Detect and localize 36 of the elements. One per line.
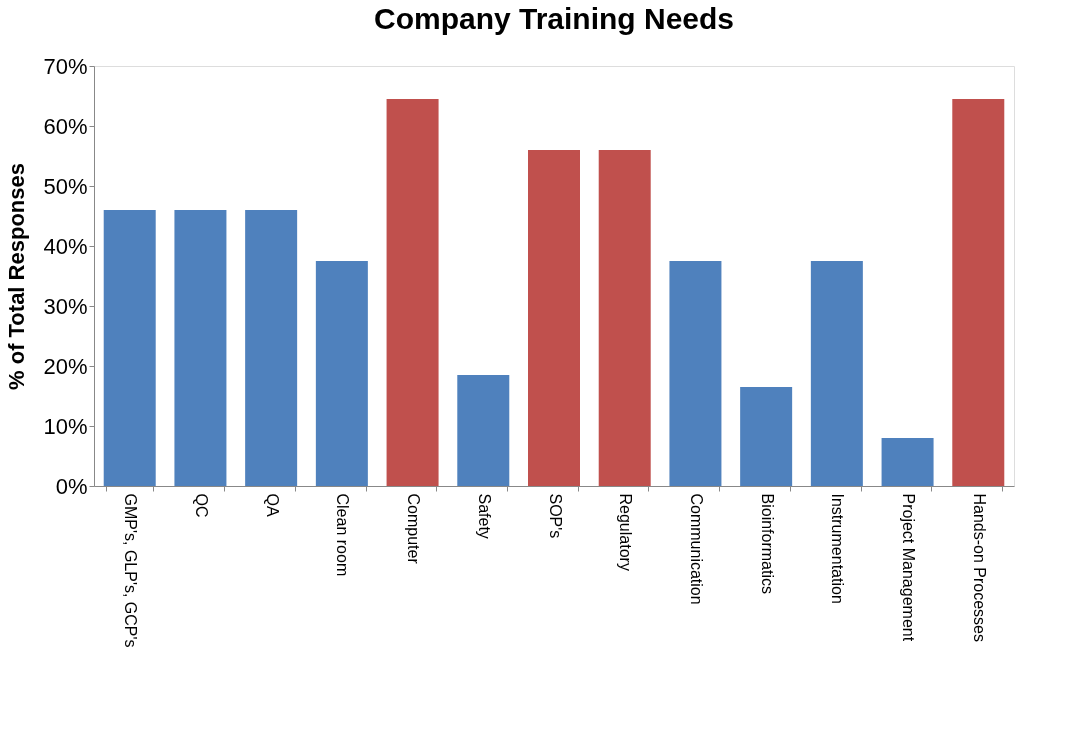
x-tick-label: GMP's, GLP's, GCP's <box>122 493 140 648</box>
chart-title: Company Training Needs <box>373 2 735 35</box>
x-tick-label: Communication <box>687 493 705 605</box>
y-tick-label: 50% <box>43 173 88 199</box>
bar <box>598 150 651 486</box>
y-tick-label: 60% <box>43 113 88 139</box>
bar <box>103 210 156 486</box>
bar <box>881 438 934 486</box>
bar <box>740 387 793 486</box>
x-tick-label: QA <box>263 493 281 517</box>
x-tick-label: Regulatory <box>617 493 635 571</box>
x-tick-label: SOP's <box>546 493 564 539</box>
bar <box>315 261 368 486</box>
bar <box>386 99 439 486</box>
x-tick-label: Safety <box>475 493 493 539</box>
x-tick-label: Bioinformatics <box>758 493 776 594</box>
y-tick-label: 30% <box>43 293 88 319</box>
x-tick-label: Clean room <box>334 493 352 577</box>
x-tick-label: Hands-on Processes <box>970 493 988 643</box>
y-tick-label: 10% <box>43 413 88 439</box>
bar <box>952 99 1005 486</box>
y-tick-label: 70% <box>43 53 88 79</box>
y-tick-label: 40% <box>43 233 88 259</box>
x-tick-label: Instrumentation <box>829 493 847 604</box>
y-tick-label: 20% <box>43 353 88 379</box>
bar <box>174 210 227 486</box>
y-tick-label: 0% <box>55 473 88 499</box>
bar <box>669 261 722 486</box>
bar <box>457 375 510 486</box>
bar <box>810 261 863 486</box>
bar <box>245 210 298 486</box>
bar <box>528 150 580 486</box>
x-tick-label: Computer <box>405 493 423 565</box>
x-tick-label: Project Management <box>900 493 918 642</box>
y-axis-title: % of Total Responses <box>4 163 30 390</box>
x-tick-label: QC <box>192 493 210 518</box>
